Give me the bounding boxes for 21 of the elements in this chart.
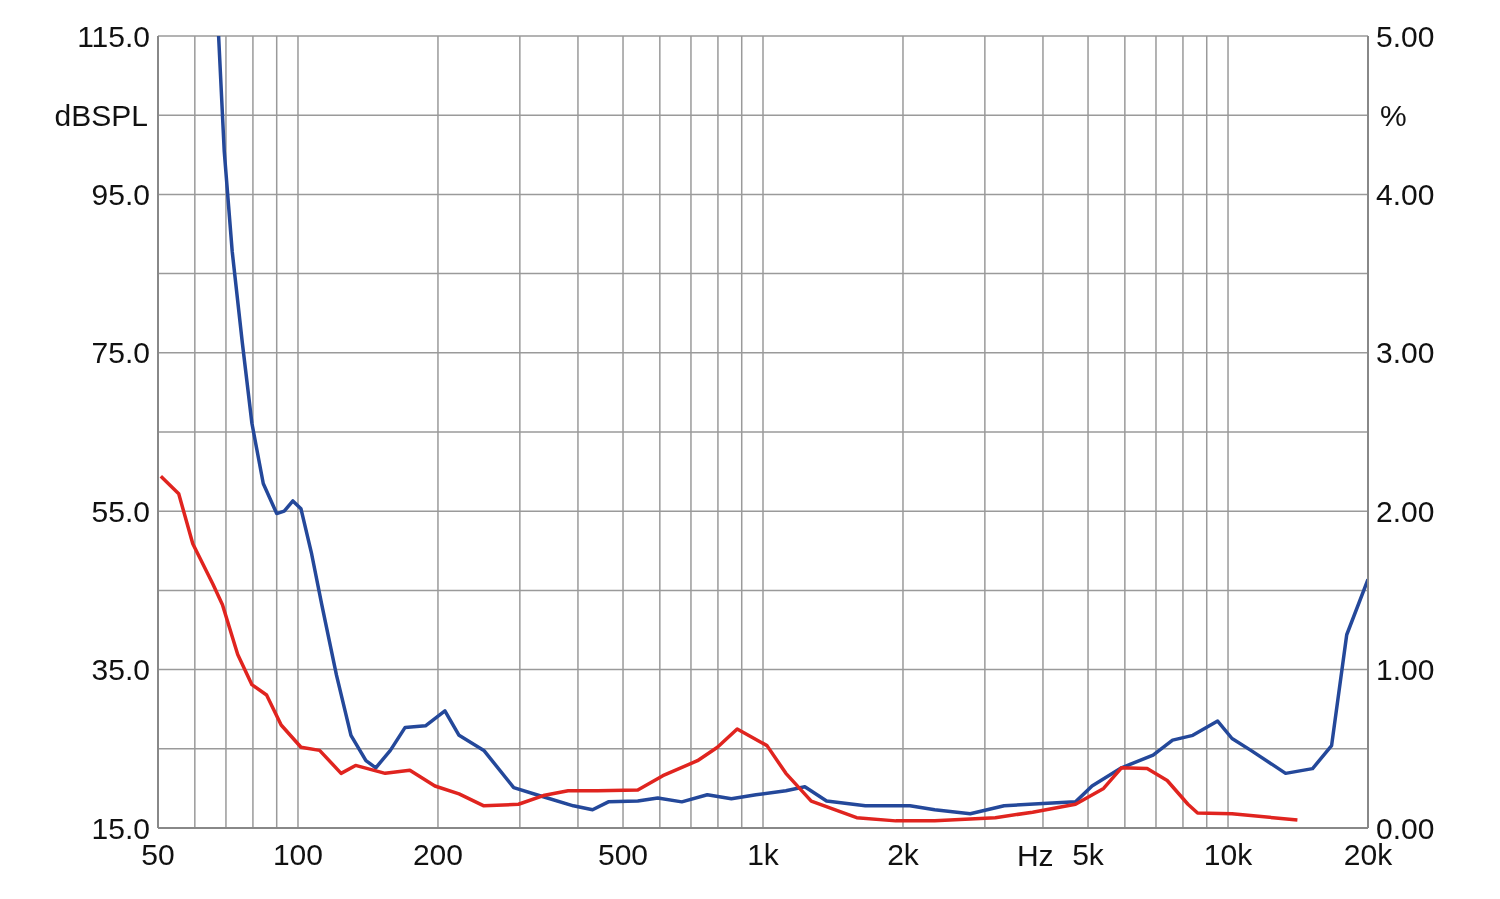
y2-tick-label: 5.00: [1376, 19, 1435, 53]
y2-tick-label: 1.00: [1376, 653, 1435, 687]
y-axis-title: dBSPL: [54, 99, 148, 132]
x-tick-label: 20k: [1343, 838, 1394, 872]
y-tick-label: 35.0: [91, 653, 150, 687]
y-tick-label: 75.0: [91, 336, 150, 370]
y-tick-label: 115.0: [77, 19, 150, 53]
x-tick-label: 1k: [747, 838, 780, 872]
y2-tick-label: 3.00: [1376, 336, 1435, 370]
y-tick-label: 55.0: [91, 494, 150, 528]
x-tick-label: 2k: [887, 838, 920, 872]
x-tick-label: 100: [272, 838, 324, 872]
x-tick-label: 10k: [1203, 838, 1254, 872]
x-tick-label: 500: [597, 838, 649, 872]
x-axis-title: Hz: [1016, 839, 1054, 872]
y2-tick-label: 2.00: [1376, 494, 1435, 528]
y2-axis-title: %: [1380, 99, 1407, 132]
x-tick-label: 200: [412, 838, 463, 872]
y-tick-label: 95.0: [91, 178, 150, 212]
x-tick-label: 5k: [1072, 838, 1105, 872]
y2-tick-label: 4.00: [1376, 178, 1435, 212]
